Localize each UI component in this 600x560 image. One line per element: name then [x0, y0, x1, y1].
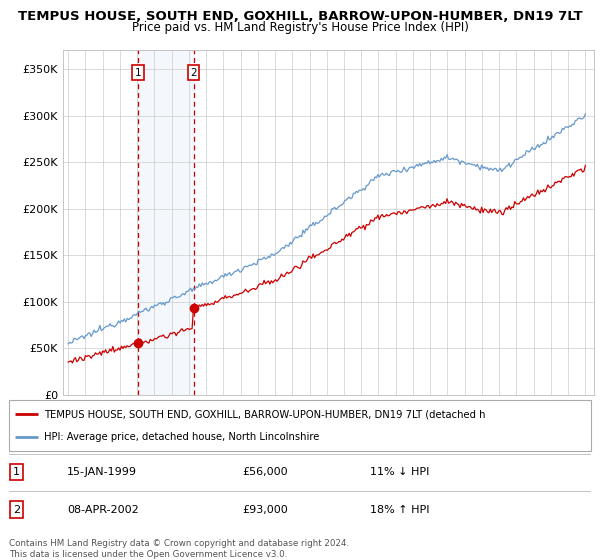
Bar [138, 50, 194, 395]
Text: 1: 1 [134, 68, 141, 78]
Text: 11% ↓ HPI: 11% ↓ HPI [370, 466, 429, 477]
Text: 2: 2 [190, 68, 197, 78]
Text: 08-APR-2002: 08-APR-2002 [67, 505, 139, 515]
FancyBboxPatch shape [9, 400, 591, 451]
Text: Contains HM Land Registry data © Crown copyright and database right 2024.
This d: Contains HM Land Registry data © Crown c… [9, 539, 349, 559]
Text: 1: 1 [13, 466, 20, 477]
Text: 18% ↑ HPI: 18% ↑ HPI [370, 505, 430, 515]
Text: HPI: Average price, detached house, North Lincolnshire: HPI: Average price, detached house, Nort… [44, 432, 319, 442]
Text: £56,000: £56,000 [242, 466, 287, 477]
Text: £93,000: £93,000 [242, 505, 287, 515]
Text: 15-JAN-1999: 15-JAN-1999 [67, 466, 137, 477]
Text: Price paid vs. HM Land Registry's House Price Index (HPI): Price paid vs. HM Land Registry's House … [131, 21, 469, 34]
Text: TEMPUS HOUSE, SOUTH END, GOXHILL, BARROW-UPON-HUMBER, DN19 7LT (detached h: TEMPUS HOUSE, SOUTH END, GOXHILL, BARROW… [44, 409, 485, 419]
Text: TEMPUS HOUSE, SOUTH END, GOXHILL, BARROW-UPON-HUMBER, DN19 7LT: TEMPUS HOUSE, SOUTH END, GOXHILL, BARROW… [17, 10, 583, 23]
Text: 2: 2 [13, 505, 20, 515]
